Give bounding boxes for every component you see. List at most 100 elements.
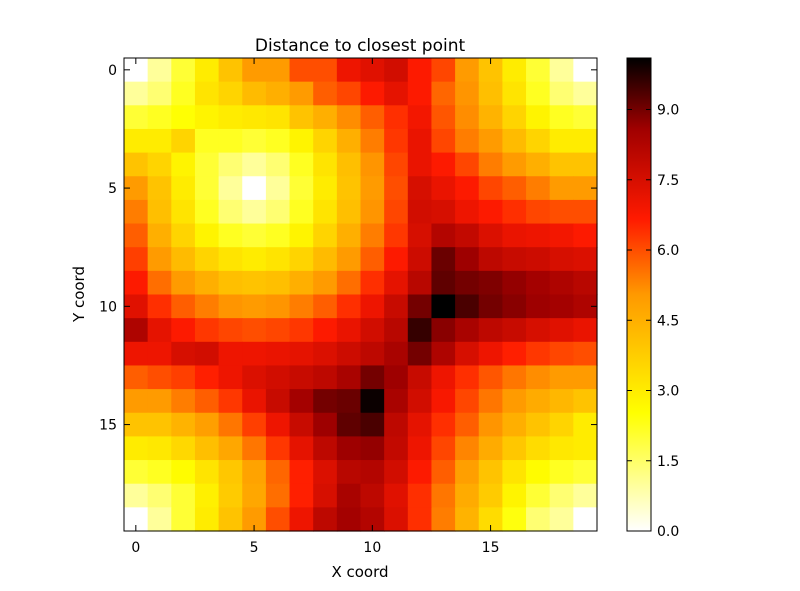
heatmap-cell [313,247,338,272]
heatmap-cell [502,365,527,390]
heatmap-cell [407,247,433,272]
heatmap-cell [502,81,527,106]
heatmap-cell [147,199,172,225]
heatmap-cell [147,507,172,532]
heatmap-cell [124,152,149,177]
heatmap-cell [242,176,267,201]
heatmap-cell [526,128,551,154]
heatmap-cell [455,483,480,508]
heatmap-cell [218,105,243,130]
heatmap-cell [455,105,480,130]
heatmap-cell [218,436,243,461]
heatmap-cell [384,152,409,177]
heatmap-cell [549,81,574,106]
heatmap-cell [265,341,291,367]
heatmap-cell [526,318,551,343]
heatmap-cell [147,176,172,201]
heatmap-cell [478,199,503,225]
heatmap-cell [384,176,409,201]
x-axis-label: X coord [331,563,388,581]
heatmap-cell [218,318,243,343]
heatmap-cell [313,318,338,343]
heatmap-cell [265,389,291,414]
heatmap-cell [194,270,220,296]
heatmap-cell [171,318,196,343]
heatmap-cell [526,436,551,461]
heatmap-cell [360,176,385,201]
heatmap-cell [265,128,291,154]
heatmap-cell [549,105,574,130]
heatmap-cell [124,247,149,272]
heatmap-cell [455,294,480,319]
heatmap-cell [313,128,338,154]
heatmap-cell [336,199,362,225]
heatmap-cell [407,105,433,130]
heatmap-cell [242,105,267,130]
heatmap-cell [147,223,172,248]
heatmap-cell [289,105,314,130]
heatmap-cell [194,412,220,437]
heatmap-cell [147,412,172,437]
heatmap-cell [265,247,291,272]
heatmap-cell [313,341,338,367]
heatmap-cell [336,223,362,248]
heatmap-cell [194,58,220,83]
heatmap-cell [171,223,196,248]
heatmap-cell [407,365,433,390]
heatmap-cell [242,341,267,367]
heatmap-cell [289,58,314,83]
heatmap-cell [478,128,503,154]
heatmap-cell [549,58,574,83]
heatmap-cell [124,223,149,248]
heatmap-cell [526,199,551,225]
heatmap-cell [171,507,196,532]
heatmap-cell [502,247,527,272]
heatmap-cell [218,341,243,367]
plot-frame [123,57,598,532]
heatmap-cell [384,105,409,130]
heatmap-cell [360,412,385,437]
heatmap-cell [313,436,338,461]
heatmap-cell [455,436,480,461]
heatmap-cell [455,507,480,532]
heatmap-cell [194,341,220,367]
heatmap-cell [384,81,409,106]
heatmap-cell [502,270,527,296]
heatmap-cell [218,389,243,414]
heatmap-cell [218,460,243,485]
heatmap-cell [242,152,267,177]
heatmap-cell [526,58,551,83]
heatmap-cell [549,460,574,485]
heatmap-cell [455,460,480,485]
heatmap-cell [502,318,527,343]
heatmap-cell [147,105,172,130]
heatmap-cell [124,199,149,225]
heatmap-cell [384,460,409,485]
heatmap-cell [242,270,267,296]
heatmap-cell [407,152,433,177]
heatmap-cell [171,365,196,390]
heatmap-cell [478,318,503,343]
heatmap-cell [265,483,291,508]
heatmap-cell [478,412,503,437]
heatmap-cell [360,81,385,106]
heatmap-cell [407,199,433,225]
heatmap-cell [194,199,220,225]
heatmap-cell [502,176,527,201]
heatmap-cell [431,152,456,177]
heatmap-cell [384,341,409,367]
heatmap-cell [147,128,172,154]
heatmap-cell [549,128,574,154]
heatmap-cell [336,128,362,154]
heatmap-cell [384,412,409,437]
heatmap-cell [455,341,480,367]
heatmap-cell [573,223,598,248]
heatmap-cell [336,105,362,130]
heatmap-cell [336,152,362,177]
heatmap-cells [124,58,598,532]
heatmap-cell [478,436,503,461]
heatmap-cell [407,58,433,83]
heatmap-cell [171,128,196,154]
heatmap-cell [265,81,291,106]
